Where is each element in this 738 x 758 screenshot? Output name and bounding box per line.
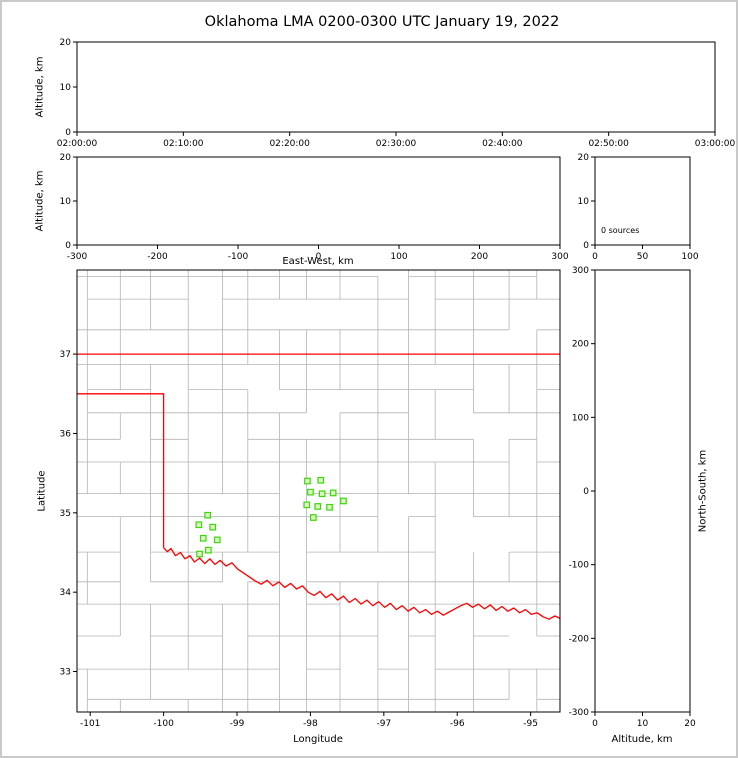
lma-station-marker <box>317 476 325 484</box>
lma-station-marker <box>307 488 314 496</box>
x-tick-label: 100 <box>390 252 407 262</box>
y-tick-label: 10 <box>60 83 72 93</box>
ew-height-xlabel: East-West, km <box>282 256 354 267</box>
lma-station-marker <box>314 503 322 510</box>
x-tick-label: 200 <box>471 252 488 262</box>
x-tick-label: -95 <box>523 719 538 729</box>
x-tick-label: -96 <box>450 719 465 729</box>
x-tick-label: 0 <box>592 252 598 262</box>
y-tick-label: 200 <box>572 340 589 350</box>
lma-station-marker <box>326 503 333 511</box>
lma-station-marker <box>213 536 221 544</box>
x-tick-label: 02:00:00 <box>57 139 98 149</box>
x-tick-label: -99 <box>230 719 245 729</box>
y-tick-label: 0 <box>65 128 71 138</box>
y-tick-label: 36 <box>60 429 72 439</box>
panel-map-frame <box>76 269 561 713</box>
lma-station-marker <box>303 501 311 509</box>
panel-histogram-bg <box>595 157 690 245</box>
y-tick-label: -200 <box>569 634 590 644</box>
ns-height-ylabel: North-South, km <box>697 449 709 533</box>
lma-station-marker <box>196 550 203 558</box>
panel-time_height-bg <box>77 42 715 132</box>
y-tick-label: 20 <box>60 38 72 48</box>
y-tick-label: -300 <box>569 708 590 718</box>
lma-station-marker <box>205 546 212 554</box>
x-tick-label: -100 <box>228 252 249 262</box>
lma-station-marker <box>204 511 211 519</box>
figure-title: Oklahoma LMA 0200-0300 UTC January 19, 2… <box>204 14 560 30</box>
state-border-line <box>77 393 165 548</box>
lma-station-marker <box>318 490 326 498</box>
map-ylabel: Latitude <box>36 470 48 512</box>
x-tick-label: -98 <box>303 719 318 729</box>
y-tick-label: 0 <box>583 487 589 497</box>
map-xlabel: Longitude <box>293 734 343 745</box>
source-count-annotation: 0 sources <box>601 226 640 235</box>
y-tick-label: 33 <box>60 668 71 678</box>
y-tick-label: 20 <box>60 153 72 163</box>
ew-height-ylabel: Altitude, km <box>34 170 46 232</box>
x-tick-label: -300 <box>67 252 88 262</box>
x-tick-label: 10 <box>637 719 649 729</box>
x-tick-label: 0 <box>592 719 598 729</box>
lma-station-marker <box>310 514 317 521</box>
y-tick-label: 37 <box>60 350 71 360</box>
x-tick-label: 02:30:00 <box>376 139 417 149</box>
x-tick-label: -101 <box>80 719 100 729</box>
panel-ew_height-bg <box>77 157 560 245</box>
x-tick-label: 100 <box>681 252 698 262</box>
lma-station-marker <box>209 523 217 531</box>
panel-ns_height-bg <box>595 270 690 712</box>
y-tick-label: 0 <box>583 241 589 251</box>
x-tick-label: -100 <box>153 719 174 729</box>
lma-station-marker <box>340 497 347 505</box>
map-content <box>77 270 560 712</box>
x-tick-label: -200 <box>147 252 168 262</box>
lma-station-marker <box>329 489 337 497</box>
x-tick-label: 02:10:00 <box>163 139 204 149</box>
y-tick-label: 300 <box>572 266 589 276</box>
y-tick-label: 10 <box>578 197 590 207</box>
lma-station-marker <box>195 521 203 529</box>
x-tick-label: 02:20:00 <box>269 139 310 149</box>
ns-height-xlabel: Altitude, km <box>611 734 673 745</box>
y-tick-label: 34 <box>60 588 72 598</box>
y-tick-label: 100 <box>572 413 589 423</box>
x-tick-label: 03:00:00 <box>695 139 736 149</box>
panel-map-bg <box>77 270 560 712</box>
time-height-ylabel: Altitude, km <box>34 56 46 118</box>
x-tick-label: 02:50:00 <box>588 139 629 149</box>
county-lines <box>77 270 560 712</box>
y-tick-label: 0 <box>65 241 71 251</box>
lma-station-marker <box>304 477 311 485</box>
x-tick-label: 20 <box>684 719 696 729</box>
x-tick-label: 300 <box>551 252 568 262</box>
y-tick-label: 20 <box>578 153 590 163</box>
x-tick-label: 50 <box>637 252 649 262</box>
state-border-line <box>163 547 560 620</box>
x-tick-label: 0 <box>316 252 322 262</box>
y-tick-label: 35 <box>60 509 71 519</box>
x-tick-label: -97 <box>376 719 391 729</box>
x-tick-label: 02:40:00 <box>482 139 523 149</box>
lma-station-marker <box>199 534 207 542</box>
y-tick-label: 10 <box>60 197 72 207</box>
y-tick-label: -100 <box>569 561 590 571</box>
